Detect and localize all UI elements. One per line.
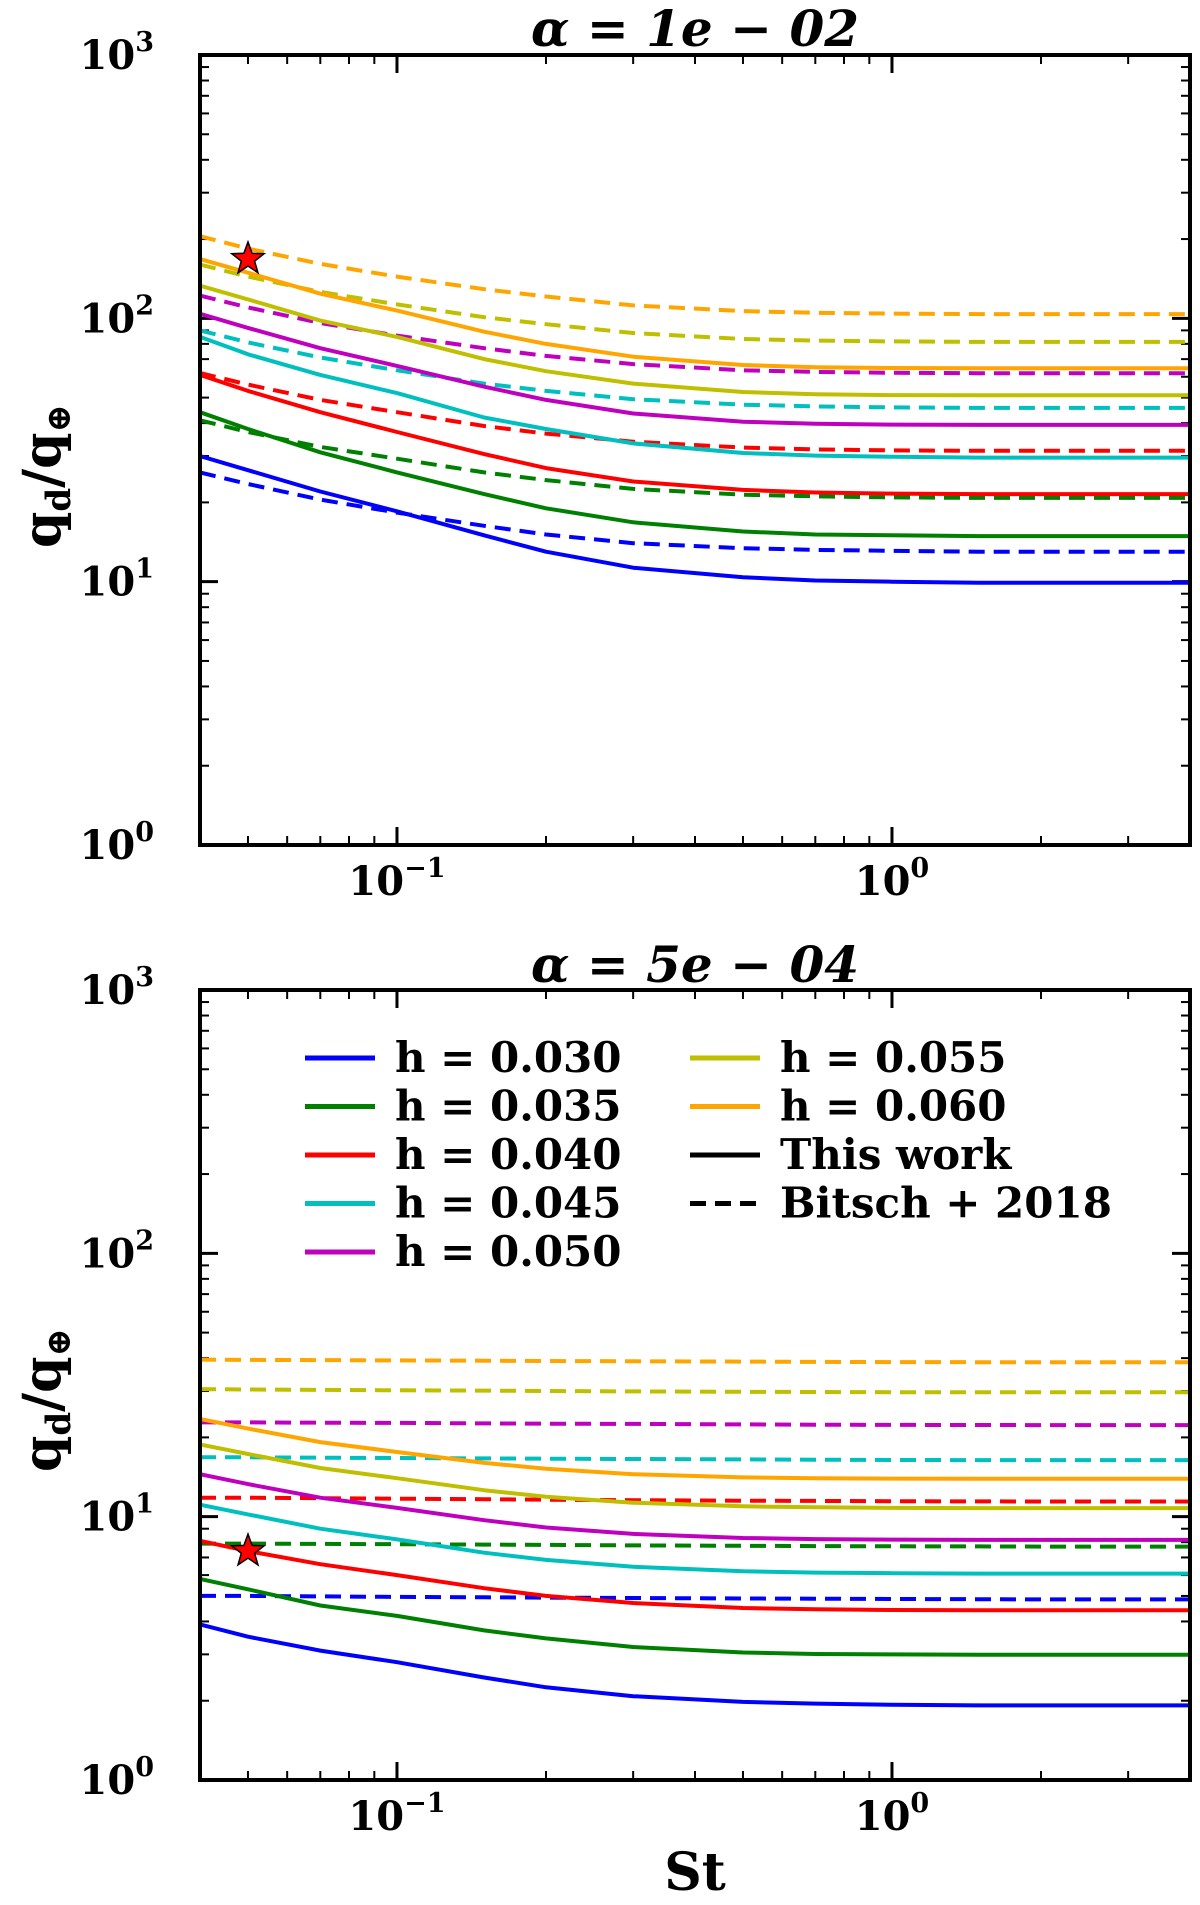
y-tick-label-base: 10: [80, 295, 136, 342]
series-line-dashed-0045: [200, 328, 1190, 410]
series-group: [200, 234, 1190, 585]
legend-label: h = 0.060: [780, 1082, 1007, 1131]
y-tick-label-exponent: 3: [135, 962, 154, 993]
y-tick-label: 103: [80, 27, 154, 79]
series-line-dashed-0030: [200, 1593, 1190, 1602]
bottom-panel-y-axis-label: qd/q⊕: [12, 1328, 79, 1472]
x-tick-label: 10−1: [348, 853, 445, 905]
legend-label: h = 0.055: [780, 1033, 1007, 1082]
series-line-solid-0030: [200, 454, 1190, 585]
legend-label: h = 0.045: [395, 1179, 622, 1228]
y-tick-label-base: 10: [80, 1494, 136, 1541]
series-line-solid-0035: [200, 1577, 1190, 1657]
legend-label: h = 0.050: [395, 1227, 622, 1276]
y-tick-label-exponent: 2: [135, 1225, 154, 1256]
y-tick-label-base: 10: [80, 32, 136, 79]
y-tick-label-base: 10: [80, 559, 136, 606]
x-tick-label-exponent: 0: [910, 853, 929, 884]
series-line-dashed-0055: [200, 1387, 1190, 1395]
series-line-solid-0045: [200, 335, 1190, 460]
plot-frame: [198, 53, 1192, 847]
x-tick-label-exponent: 0: [910, 1788, 929, 1819]
series-line-solid-0060: [200, 257, 1190, 371]
y-tick-label: 100: [80, 1752, 154, 1804]
y-tick-label-exponent: 1: [135, 554, 154, 585]
series-line-dashed-0050: [200, 1420, 1190, 1428]
y-tick-label-base: 10: [80, 967, 136, 1014]
y-tick-label-exponent: 0: [135, 1752, 154, 1783]
y-tick-label-exponent: 2: [135, 290, 154, 321]
y-tick-label-exponent: 3: [135, 27, 154, 58]
series-line-solid-0040: [200, 1538, 1190, 1613]
y-tick-label: 100: [80, 817, 154, 869]
y-tick-label-base: 10: [80, 1757, 136, 1804]
y-tick-label-exponent: 0: [135, 817, 154, 848]
series-group: [200, 1357, 1190, 1708]
x-tick-label: 10−1: [348, 1788, 445, 1840]
series-line-dashed-0055: [200, 262, 1190, 344]
legend-label: This work: [780, 1130, 1012, 1179]
x-tick-label-base: 10: [855, 1793, 911, 1840]
series-line-solid-0050: [200, 311, 1190, 427]
series-line-solid-0050: [200, 1472, 1190, 1542]
x-tick-label-exponent: −1: [404, 853, 445, 884]
series-line-dashed-0060: [200, 234, 1190, 317]
x-tick-label-base: 10: [348, 1793, 404, 1840]
series-line-solid-0055: [200, 283, 1190, 398]
series-line-solid-0040: [200, 373, 1190, 497]
x-tick-label-base: 10: [855, 858, 911, 905]
series-line-dashed-0045: [200, 1455, 1190, 1463]
y-tick-label-base: 10: [80, 822, 136, 869]
y-tick-label: 102: [80, 1225, 154, 1277]
top-panel-y-axis-label: qd/q⊕: [12, 404, 79, 548]
y-tick-label: 101: [80, 554, 154, 606]
plot-frame: [198, 988, 1192, 1782]
y-tick-label: 101: [80, 1489, 154, 1541]
y-tick-label: 102: [80, 290, 154, 342]
x-tick-label: 100: [855, 853, 929, 905]
legend-label: Bitsch + 2018: [780, 1179, 1112, 1228]
y-tick-label-exponent: 1: [135, 1489, 154, 1520]
series-line-dashed-0030: [200, 470, 1190, 554]
series-line-dashed-0060: [200, 1357, 1190, 1365]
star-marker: [229, 239, 267, 275]
top-panel-title: α = 1e − 02: [531, 0, 859, 58]
y-tick-label: 103: [80, 962, 154, 1014]
x-tick-label-exponent: −1: [404, 1788, 445, 1819]
legend-label: h = 0.030: [395, 1033, 622, 1082]
legend-label: h = 0.040: [395, 1130, 622, 1179]
series-line-dashed-0035: [200, 418, 1190, 500]
series-line-solid-0060: [200, 1417, 1190, 1481]
y-tick-label-base: 10: [80, 1230, 136, 1277]
x-tick-label: 100: [855, 1788, 929, 1840]
series-line-solid-0030: [200, 1622, 1190, 1708]
x-axis-label: St: [664, 1842, 726, 1903]
series-line-solid-0035: [200, 410, 1190, 539]
series-line-solid-0055: [200, 1442, 1190, 1511]
series-line-dashed-0035: [200, 1541, 1190, 1549]
x-tick-label-base: 10: [348, 858, 404, 905]
star-marker: [229, 1531, 267, 1567]
series-line-dashed-0040: [200, 371, 1190, 453]
series-line-solid-0045: [200, 1502, 1190, 1576]
legend-label: h = 0.035: [395, 1082, 622, 1131]
bottom-panel-title: α = 5e − 04: [531, 935, 859, 994]
